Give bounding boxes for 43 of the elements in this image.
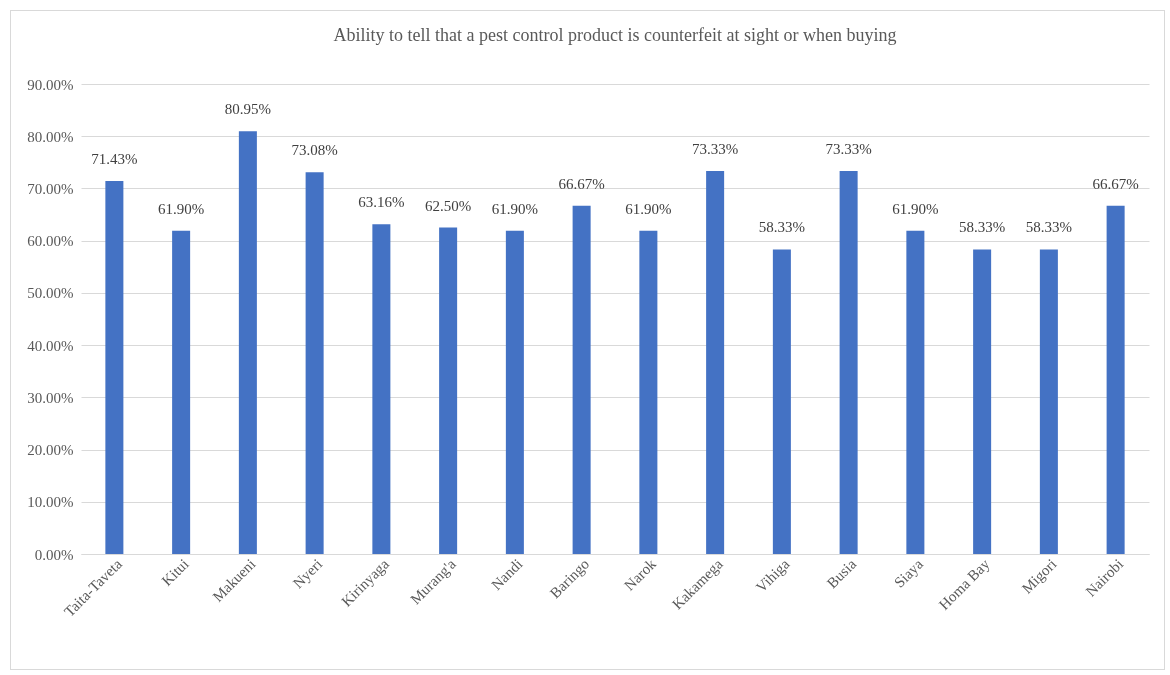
data-label: 73.33% — [825, 141, 872, 158]
bar — [906, 230, 925, 554]
y-tick-label: 30.00% — [27, 389, 74, 406]
data-label: 61.90% — [491, 200, 538, 217]
data-label: 80.95% — [224, 101, 271, 118]
bar — [706, 171, 725, 554]
y-tick-label: 10.00% — [27, 494, 74, 511]
y-tick-label: 0.00% — [34, 546, 74, 563]
bar — [505, 230, 524, 554]
bar — [172, 230, 191, 554]
bar — [372, 224, 391, 554]
bar — [639, 230, 658, 554]
y-tick-label: 90.00% — [27, 76, 74, 93]
data-label: 58.33% — [959, 219, 1006, 236]
data-label: 61.90% — [892, 200, 939, 217]
y-tick-label: 80.00% — [27, 128, 74, 145]
chart-title: Ability to tell that a pest control product is counterfeit at sight or when buying — [333, 25, 897, 45]
bar — [839, 171, 858, 554]
data-label: 71.43% — [91, 150, 138, 167]
data-label: 66.67% — [558, 175, 605, 192]
y-tick-label: 40.00% — [27, 337, 74, 354]
data-label: 66.67% — [1092, 175, 1139, 192]
y-tick-label: 70.00% — [27, 180, 74, 197]
bar — [1039, 249, 1058, 554]
bar — [772, 249, 791, 554]
bar — [439, 227, 458, 554]
y-tick-label: 50.00% — [27, 285, 74, 302]
data-label: 73.08% — [291, 142, 338, 159]
bar — [572, 205, 591, 554]
y-tick-label: 20.00% — [27, 442, 74, 459]
data-label: 62.50% — [425, 197, 472, 214]
y-tick-label: 60.00% — [27, 233, 74, 250]
data-label: 73.33% — [692, 141, 739, 158]
bar — [973, 249, 992, 554]
data-label: 61.90% — [158, 200, 205, 217]
bar — [305, 172, 324, 554]
data-label: 61.90% — [625, 200, 672, 217]
data-label: 58.33% — [1025, 219, 1072, 236]
bar — [238, 131, 257, 554]
bar — [105, 180, 124, 554]
data-label: 58.33% — [758, 219, 805, 236]
data-label: 63.16% — [358, 194, 405, 211]
bar — [1106, 205, 1125, 554]
